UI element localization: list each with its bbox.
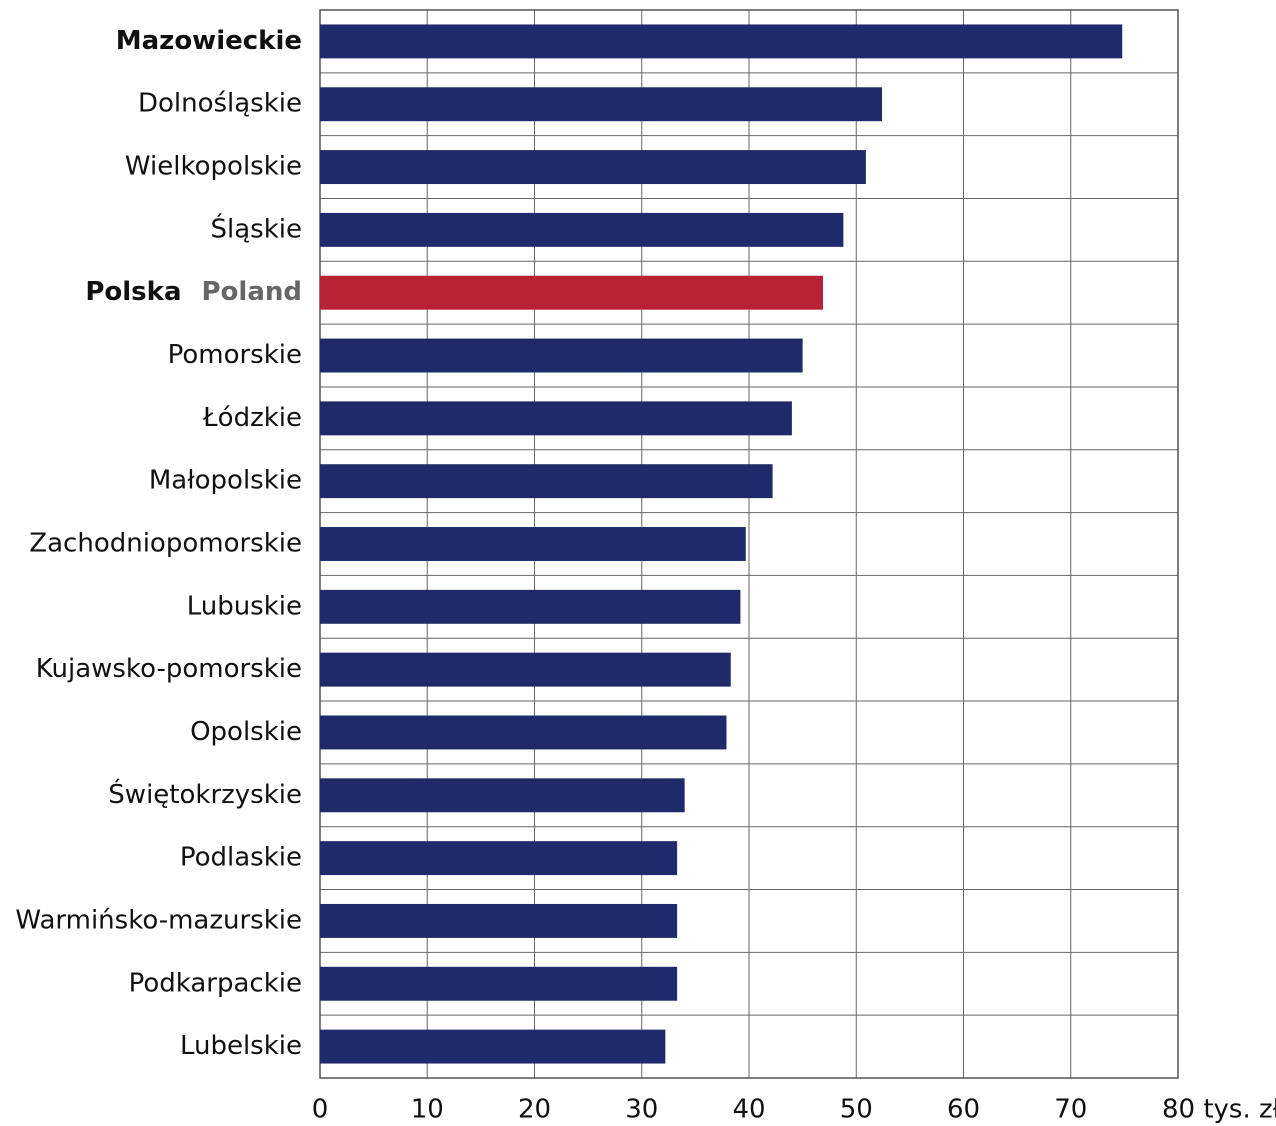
x-tick-label: 80 tys. zł xyxy=(1162,1095,1276,1125)
y-tick-label: Kujawsko-pomorskie xyxy=(36,654,302,684)
y-tick-label: Warmińsko-mazurskie xyxy=(15,905,302,935)
y-tick-label: Świętokrzyskie xyxy=(108,778,302,810)
bar xyxy=(320,338,803,373)
bar xyxy=(320,275,824,310)
bar xyxy=(320,841,678,876)
y-tick-label: Opolskie xyxy=(190,717,302,747)
bar xyxy=(320,589,741,624)
y-tick-label: Małopolskie xyxy=(149,466,302,496)
y-tick-label: Podlaskie xyxy=(180,843,302,873)
bar xyxy=(320,24,1123,59)
y-tick-label: Mazowieckie xyxy=(116,26,302,56)
x-tick-label: 40 xyxy=(732,1095,765,1125)
y-tick-label: Wielkopolskie xyxy=(125,152,302,182)
bar xyxy=(320,652,731,687)
y-tick-label: Lubuskie xyxy=(187,591,302,621)
y-tick-label: Lubelskie xyxy=(180,1031,302,1061)
y-tick-label: Łódzkie xyxy=(202,403,302,433)
bar xyxy=(320,150,866,185)
bar xyxy=(320,87,882,122)
y-tick-label: Dolnośląskie xyxy=(138,89,302,119)
bar xyxy=(320,903,678,938)
x-tick-label: 50 xyxy=(840,1095,873,1125)
bar xyxy=(320,778,685,813)
x-tick-label: 20 xyxy=(518,1095,551,1125)
y-tick-label: Śląskie xyxy=(211,212,302,244)
y-tick-label: Pomorskie xyxy=(168,340,302,370)
x-tick-label: 10 xyxy=(411,1095,444,1125)
bar xyxy=(320,966,678,1001)
y-tick-label: Podkarpackie xyxy=(129,968,302,998)
bar xyxy=(320,401,792,436)
y-tick-label: Polska xyxy=(85,277,181,307)
category-label-en: Poland xyxy=(202,277,303,307)
bar xyxy=(320,464,773,499)
bar xyxy=(320,1029,666,1064)
x-tick-label: 70 xyxy=(1054,1095,1087,1125)
x-tick-label: 60 xyxy=(947,1095,980,1125)
bar xyxy=(320,715,727,750)
bar xyxy=(320,212,844,247)
bar xyxy=(320,527,746,561)
x-tick-label: 30 xyxy=(625,1095,658,1125)
y-tick-label: Zachodniopomorskie xyxy=(29,529,302,559)
x-tick-label: 0 xyxy=(312,1095,329,1125)
